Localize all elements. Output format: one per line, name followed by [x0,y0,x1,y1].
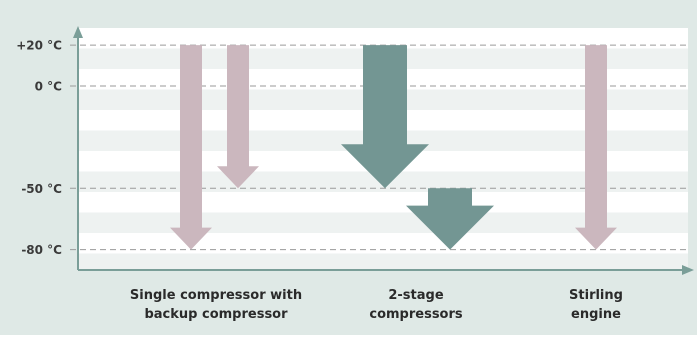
axes [73,26,694,275]
category-label-line2: backup compressor [144,307,288,322]
thin-arrow [217,45,259,189]
category-label-line1: Stirling [569,288,623,303]
plot-stripe [78,212,688,233]
plot-stripe [78,28,688,49]
category-label-line1: 2-stage [388,288,443,303]
y-tick-label: 0 °C [35,80,63,94]
arrows [170,45,617,250]
wide-arrow [406,188,494,250]
y-tick-label: -50 °C [21,182,62,196]
x-axis-arrowhead [682,265,694,275]
y-tick-label: +20 °C [16,39,62,53]
plot-stripe [78,253,688,270]
y-tick-label: -80 °C [21,243,62,257]
category-label-line2: compressors [369,307,463,322]
plot-stripe [78,233,688,254]
thin-arrow [170,45,212,250]
category-label-line1: Single compressor with [130,288,302,303]
category-label-line2: engine [571,307,621,322]
category-labels: Single compressor with backup compressor 2… [130,288,623,322]
wide-arrow [341,45,429,189]
plot-stripe [78,192,688,213]
y-axis-arrowhead [73,26,83,38]
thin-arrow [575,45,617,250]
y-tick-labels: +20 °C 0 °C -50 °C -80 °C [16,39,62,258]
